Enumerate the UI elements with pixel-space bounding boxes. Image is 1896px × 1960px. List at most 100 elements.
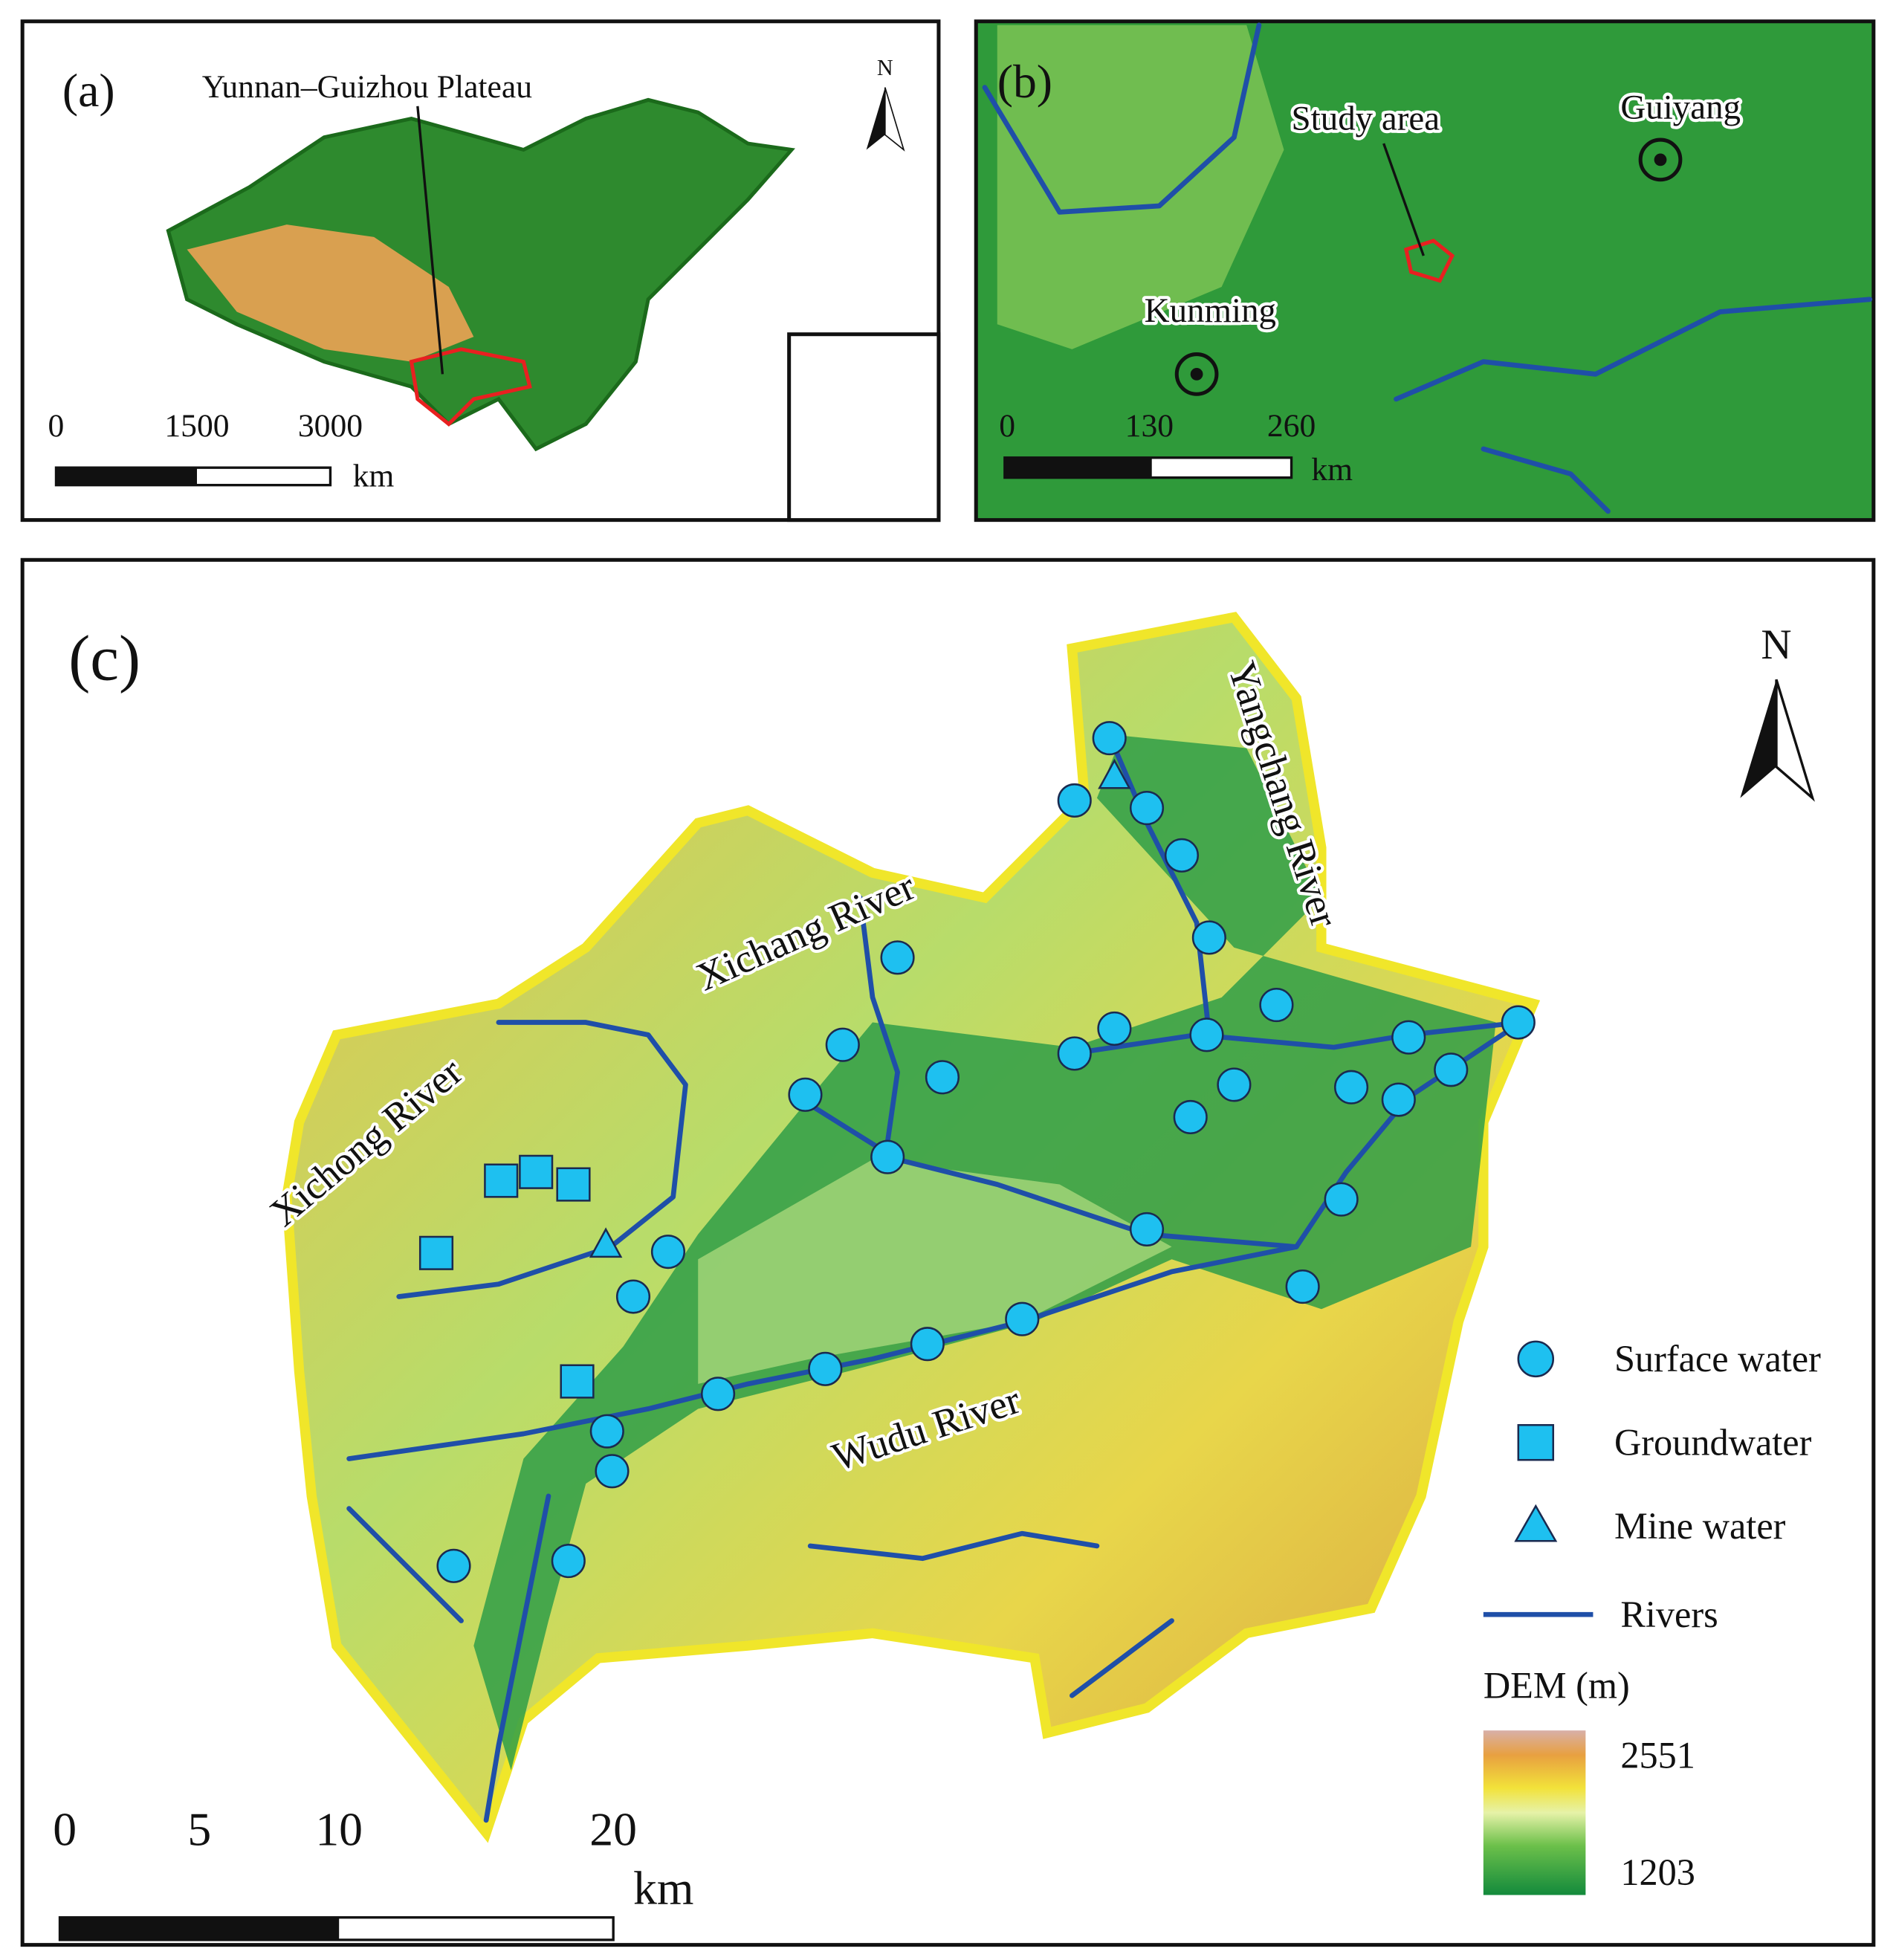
scale-label: 20 (589, 1802, 637, 1855)
river (982, 22, 1262, 215)
scale-bar (1004, 457, 1152, 478)
legend-label: Mine water (1614, 1505, 1786, 1547)
river (483, 1493, 551, 1823)
region-label: Yunnan–Guizhou Plateau (202, 69, 533, 105)
groundwater-site (556, 1167, 591, 1202)
dem-colorbar (1483, 1730, 1586, 1895)
scale-label: 3000 (298, 408, 363, 444)
groundwater-site (519, 1154, 554, 1189)
place-label: Kunming (1145, 291, 1276, 330)
surface-water-site (1057, 783, 1092, 818)
surface-water-site (1285, 1270, 1320, 1304)
river (807, 1530, 1100, 1562)
panel-label: (b) (997, 55, 1052, 108)
legend-symbol (1517, 1423, 1555, 1461)
scale-label: 10 (315, 1802, 363, 1855)
groundwater-site (418, 1235, 454, 1270)
surface-water-site (1217, 1067, 1252, 1102)
legend-label: Surface water (1614, 1338, 1821, 1380)
scale-unit: km (353, 458, 395, 494)
scale-unit: km (1311, 452, 1353, 488)
surface-water-site (615, 1279, 651, 1314)
north-label: N (877, 55, 893, 80)
surface-water-site (1129, 790, 1165, 826)
legend-label: Groundwater (1614, 1422, 1812, 1463)
groundwater-site (560, 1364, 595, 1399)
surface-water-site (1334, 1070, 1369, 1104)
surface-water-site (1259, 987, 1294, 1023)
surface-water-site (700, 1377, 736, 1411)
surface-water-site (910, 1327, 945, 1362)
legend-label: Rivers (1620, 1594, 1718, 1635)
city-marker (1174, 352, 1219, 396)
valley-floor (698, 1159, 1172, 1384)
river (795, 1094, 1299, 1249)
city-marker (1638, 138, 1683, 182)
surface-water-site (1191, 920, 1226, 955)
surface-water-site (1164, 838, 1200, 873)
mine-water-site (589, 1227, 623, 1258)
river (346, 1506, 464, 1623)
tibet-plateau (187, 224, 474, 362)
north-label: N (1761, 621, 1791, 668)
surface-water-site (925, 1060, 960, 1095)
river (1481, 446, 1611, 514)
legend-symbol (1517, 1340, 1555, 1378)
surface-water-site (589, 1414, 624, 1449)
groundwater-site (484, 1163, 519, 1198)
surface-water-site (1434, 1052, 1469, 1087)
dem-title: DEM (m) (1484, 1665, 1630, 1707)
scale-label: 260 (1267, 408, 1316, 444)
panel-label: (c) (68, 621, 140, 693)
highlands (997, 25, 1284, 349)
legend-symbol (1514, 1504, 1558, 1542)
river (1107, 733, 1212, 1038)
scale-label: 1500 (164, 408, 229, 444)
scale-label: 5 (187, 1802, 211, 1855)
surface-water-site (1092, 721, 1127, 756)
surface-water-site (880, 940, 915, 975)
surface-water-site (551, 1544, 586, 1579)
scale-label: 0 (48, 408, 65, 444)
inset (787, 332, 941, 523)
surface-water-site (1129, 1212, 1165, 1246)
river (396, 1020, 688, 1299)
surface-water-site (1501, 1005, 1536, 1040)
surface-water-site (808, 1351, 843, 1386)
scale-bar (59, 1917, 340, 1940)
surface-water-site (788, 1077, 823, 1112)
leader-line (416, 106, 444, 375)
scale-unit: km (633, 1861, 693, 1914)
river (1070, 1020, 1524, 1056)
surface-water-site (870, 1139, 905, 1174)
scale-bar (56, 468, 197, 485)
surface-water-site (1381, 1082, 1416, 1117)
panel-label: (a) (62, 64, 115, 117)
place-label: Study area (1292, 100, 1440, 138)
surface-water-site (436, 1548, 471, 1583)
surface-water-site (825, 1027, 860, 1062)
plateau-outline (409, 347, 532, 427)
dem-max: 2551 (1620, 1734, 1695, 1776)
surface-water-site (1189, 1018, 1224, 1052)
scale-label: 130 (1125, 408, 1174, 444)
surface-water-site (1324, 1182, 1359, 1217)
north-arrow (1775, 679, 1815, 802)
study-area-outline (1403, 239, 1455, 283)
surface-water-site (1097, 1011, 1132, 1046)
surface-water-site (595, 1454, 630, 1489)
river (857, 895, 900, 1162)
north-arrow (884, 87, 905, 152)
city-marker (1190, 368, 1203, 381)
city-marker (1654, 153, 1667, 166)
north-arrow (1740, 679, 1776, 798)
china-map (166, 97, 795, 452)
surface-water-site (1173, 1099, 1208, 1135)
scale-label: 0 (53, 1802, 77, 1855)
scale-label: 0 (999, 408, 1015, 444)
dem-min: 1203 (1620, 1851, 1695, 1893)
surface-water-site (650, 1235, 686, 1270)
place-label: Guiyang (1620, 88, 1741, 127)
surface-water-site (1391, 1020, 1426, 1055)
